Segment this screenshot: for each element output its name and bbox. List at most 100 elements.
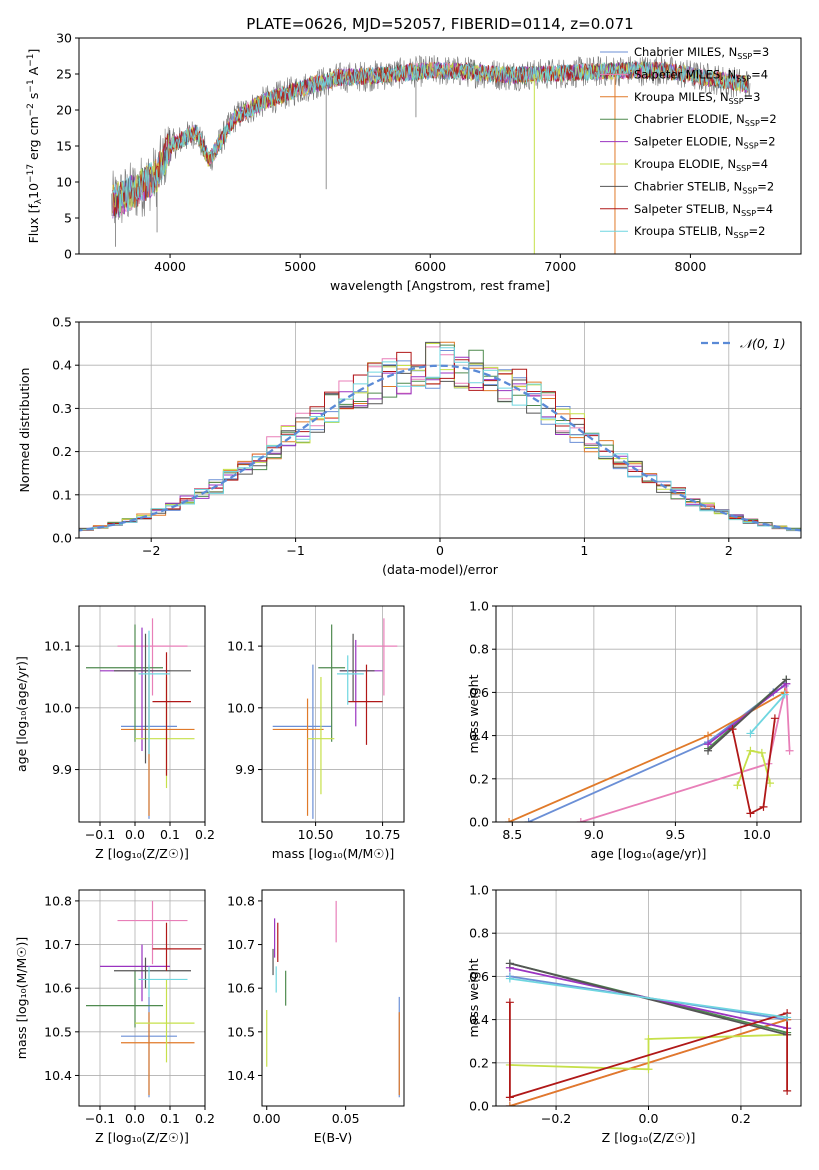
y-tick-label: 25 — [56, 67, 72, 82]
axes-frame — [78, 889, 206, 1107]
mass-weight-line — [528, 685, 786, 822]
legend-label: Kroupa MILES, NSSP=3 — [634, 90, 760, 106]
legend-label: Kroupa STELIB, NSSP=2 — [634, 224, 765, 240]
legend-label-part: =3 — [752, 45, 769, 59]
plus-marker — [746, 746, 755, 755]
x-tick-label: 7000 — [544, 259, 576, 274]
plus-marker — [783, 1086, 792, 1095]
plus-marker — [576, 818, 585, 822]
y-tick-label: 9.9 — [235, 762, 255, 777]
frame-4: 8.5 9.0 9.5 10.0 0.0 0.2 0.4 0.6 0.8 1.0 age [log₁… — [466, 599, 802, 861]
mass-weight-line — [509, 962, 788, 1036]
y-tick-label: 0.2 — [469, 1055, 489, 1070]
y-axis-label: age [log₁₀(age/yr)] — [14, 656, 29, 772]
error-bar-point — [121, 667, 195, 816]
y-tick-label: 0.0 — [469, 815, 489, 830]
panel-5 — [79, 890, 206, 1106]
plot-area — [272, 618, 398, 819]
mass-weight-line — [736, 749, 771, 786]
plus-marker — [505, 998, 514, 1007]
x-tick-label: 10.0 — [743, 827, 771, 842]
x-tick-label: 1 — [580, 543, 588, 558]
panel-0 — [111, 55, 751, 254]
legend-label: Kroupa ELODIE, NSSP=4 — [634, 157, 768, 173]
error-bar-point — [357, 618, 398, 696]
plot-area — [79, 341, 801, 533]
y-tick-label: 10.4 — [44, 1068, 72, 1083]
panel-3 — [262, 606, 404, 822]
y-tick-label: 10.8 — [44, 893, 72, 908]
legend-label-part: =2 — [749, 224, 766, 238]
mass-weight-line — [509, 1002, 788, 1099]
legend-label-part: Chabrier STELIB, N — [634, 179, 742, 193]
error-bar-point — [114, 957, 191, 989]
x-tick-label: 8000 — [675, 259, 707, 274]
error-bar-point — [100, 944, 170, 1002]
legend-label-part: =4 — [751, 67, 768, 81]
y-axis-label-part: −1 — [26, 79, 36, 92]
y-tick-label: 30 — [56, 31, 72, 46]
plus-marker — [746, 809, 755, 818]
y-tick-label: 0.2 — [52, 444, 72, 459]
y-tick-label: 0.5 — [52, 315, 72, 330]
y-axis-label-part: −2 — [26, 103, 36, 116]
plus-marker — [644, 1035, 653, 1044]
error-bar-point — [117, 900, 188, 965]
legend-label-part: =4 — [751, 157, 768, 171]
mass-weight-line — [508, 691, 786, 822]
legend-label-part: =2 — [759, 135, 776, 149]
x-tick-label: −0.1 — [85, 827, 115, 842]
plot-area — [86, 618, 195, 819]
legend-label-part: Chabrier MILES, N — [634, 45, 737, 59]
plus-marker — [733, 781, 742, 790]
panel-6 — [266, 900, 400, 1098]
frame-6: 0.00 0.05 10.4 10.5 10.6 10.7 10.8 E(B-V) — [227, 889, 405, 1145]
mass-weight-line — [731, 718, 776, 815]
x-tick-label: 0 — [436, 543, 444, 558]
error-bar-point — [152, 652, 191, 776]
x-axis-label: Z [log₁₀(Z/Z☉)] — [602, 1130, 696, 1145]
x-tick-label: 0.2 — [195, 1111, 215, 1126]
x-axis-label: mass [log₁₀(M/M☉)] — [272, 846, 394, 861]
plus-marker — [759, 802, 768, 811]
x-tick-label: −0.2 — [541, 1111, 571, 1126]
y-axis-label-part: ] — [26, 49, 41, 54]
y-tick-label: 10.6 — [227, 981, 255, 996]
legend-label-part: =2 — [757, 179, 774, 193]
plot-area — [505, 959, 792, 1106]
error-bar-point — [339, 639, 383, 727]
error-bar-point — [121, 1012, 195, 1096]
y-tick-label: 0.6 — [469, 685, 489, 700]
legend-label-part: SSP — [734, 231, 749, 240]
plot-area — [86, 900, 202, 1098]
y-tick-label: 10.6 — [44, 981, 72, 996]
y-axis-label: mass weight — [466, 958, 481, 1037]
error-bar-point — [337, 655, 364, 705]
legend-label: Salpeter STELIB, NSSP=4 — [634, 202, 773, 218]
y-tick-label: 0.3 — [52, 401, 72, 416]
y-tick-label: 10.1 — [44, 639, 72, 654]
y-tick-label: 9.9 — [52, 762, 72, 777]
x-tick-label: 2 — [725, 543, 733, 558]
plus-marker — [785, 746, 794, 755]
error-bar-point — [307, 676, 335, 795]
legend-label-part: =2 — [760, 112, 777, 126]
x-tick-label: −2 — [142, 543, 160, 558]
error-bar-point — [117, 618, 188, 696]
x-axis-label: E(B-V) — [314, 1130, 353, 1145]
error-bar-point — [138, 630, 170, 755]
y-tick-label: 10.4 — [227, 1068, 255, 1083]
panel-7 — [496, 889, 801, 1107]
y-tick-label: 10.5 — [44, 1024, 72, 1039]
y-tick-label: 10.5 — [227, 1024, 255, 1039]
plus-marker — [505, 974, 514, 983]
x-tick-label: 0.0 — [639, 1111, 659, 1126]
plot-area — [505, 675, 794, 822]
panel-1 — [79, 321, 801, 539]
x-tick-label: 0.05 — [332, 1111, 360, 1126]
mass-weight-line — [749, 694, 786, 734]
y-tick-label: 1.0 — [469, 883, 489, 898]
panel-4 — [496, 605, 801, 823]
x-tick-label: 5000 — [284, 259, 316, 274]
